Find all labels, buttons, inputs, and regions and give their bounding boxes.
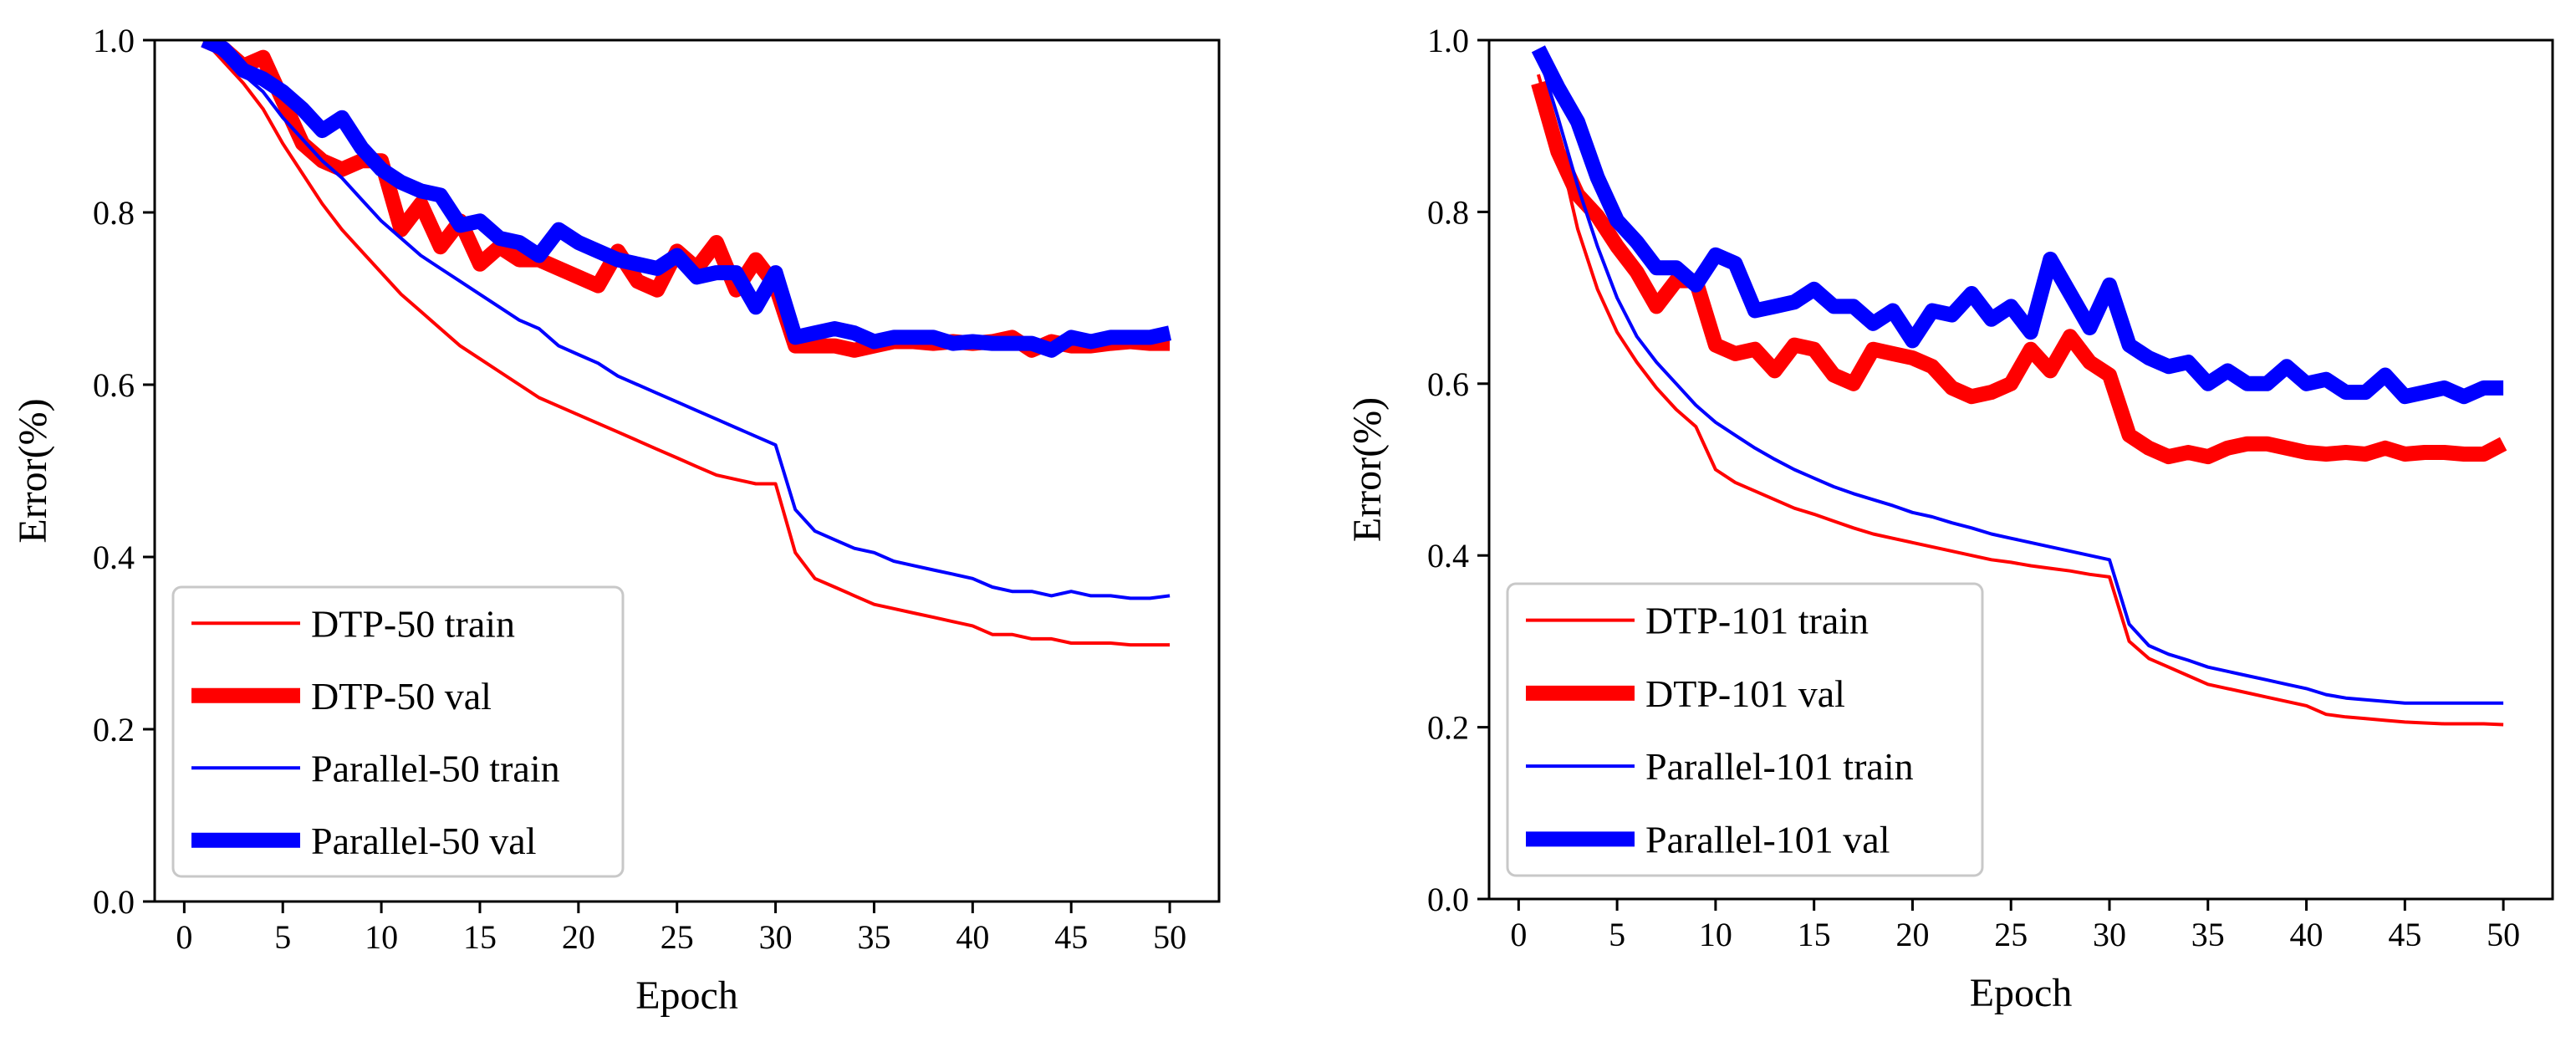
x-tick-label: 50 <box>2487 916 2520 953</box>
x-tick-label: 30 <box>759 918 793 956</box>
x-tick-label: 0 <box>176 918 192 956</box>
x-axis-label: Epoch <box>635 973 738 1018</box>
y-axis-label: Error(%) <box>11 398 55 543</box>
axes-frame <box>153 38 1221 903</box>
y-tick-label: 0.8 <box>1427 193 1469 231</box>
chart-right: 0 5 10 15 20 25 30 35 40 45 50 0.0 0.2 0.4 0.6 0.8 1.0 Ep… <box>1345 22 2554 1015</box>
x-tick-label: 45 <box>2388 916 2421 953</box>
x-tick-label: 5 <box>274 918 291 956</box>
plot-area <box>201 40 1172 647</box>
x-tick-label: 10 <box>365 918 398 956</box>
x-tick-label: 35 <box>857 918 890 956</box>
y-tick-label: 0.2 <box>93 711 135 748</box>
x-tick-label: 20 <box>1895 916 1929 953</box>
legend-label: DTP-50 val <box>311 675 492 718</box>
x-tick-label: 35 <box>2191 916 2225 953</box>
x-tick-label: 50 <box>1153 918 1186 956</box>
y-tick-label: 1.0 <box>1427 22 1469 59</box>
y-tick-label: 1.0 <box>93 22 135 59</box>
x-tick-label: 40 <box>2290 916 2324 953</box>
y-tick-label: 0.6 <box>1427 365 1469 403</box>
x-tick-label: 25 <box>661 918 694 956</box>
legend-label: Parallel-50 train <box>311 747 560 789</box>
x-tick-label: 40 <box>956 918 989 956</box>
chart-left: 0 5 10 15 20 25 30 35 40 45 50 0.0 0.2 0.4 0.6 0.8 1.0 Ep… <box>11 22 1221 1018</box>
x-tick-label: 45 <box>1054 918 1088 956</box>
legend-box <box>1506 582 1984 877</box>
legend-box <box>171 585 625 878</box>
y-axis-label: Error(%) <box>1345 397 1390 542</box>
legend: DTP-101 train DTP-101 val Parallel-101 tra… <box>1506 582 1984 877</box>
x-axis-label: Epoch <box>1970 971 2073 1015</box>
x-tick-label: 0 <box>1510 916 1527 953</box>
legend-label: DTP-101 val <box>1645 672 1845 715</box>
axes-frame <box>1487 38 2554 901</box>
y-tick-label: 0.4 <box>93 539 135 576</box>
y-tick-label: 0.0 <box>93 883 135 921</box>
legend-label: Parallel-101 val <box>1645 818 1890 861</box>
x-tick-label: 25 <box>1994 916 2028 953</box>
legend-label: DTP-50 train <box>311 602 515 645</box>
series-line-train-red <box>202 40 1171 647</box>
plot-area <box>1531 45 2507 727</box>
y-tick-label: 0.2 <box>1427 709 1469 747</box>
legend-label: DTP-101 train <box>1645 600 1869 642</box>
x-tick-label: 15 <box>463 918 497 956</box>
x-tick-label: 15 <box>1798 916 1831 953</box>
series-line-val-blue <box>201 40 1172 358</box>
y-tick-label: 0.8 <box>93 194 135 232</box>
series-line-val-blue <box>1531 45 2504 405</box>
legend: DTP-50 train DTP-50 val Parallel-50 train P… <box>171 585 625 878</box>
y-tick-label: 0.0 <box>1427 881 1469 918</box>
y-tick-label: 0.6 <box>93 366 135 404</box>
x-tick-label: 20 <box>562 918 595 956</box>
x-tick-label: 10 <box>1699 916 1732 953</box>
series-line-train-blue <box>1536 52 2504 705</box>
series-line-train-blue <box>202 40 1171 600</box>
y-tick-label: 0.4 <box>1427 537 1469 575</box>
x-tick-label: 30 <box>2093 916 2126 953</box>
series-line-train-red <box>1536 74 2504 727</box>
x-tick-label: 5 <box>1609 916 1625 953</box>
legend-label: Parallel-101 train <box>1645 745 1914 788</box>
legend-label: Parallel-50 val <box>311 820 537 862</box>
